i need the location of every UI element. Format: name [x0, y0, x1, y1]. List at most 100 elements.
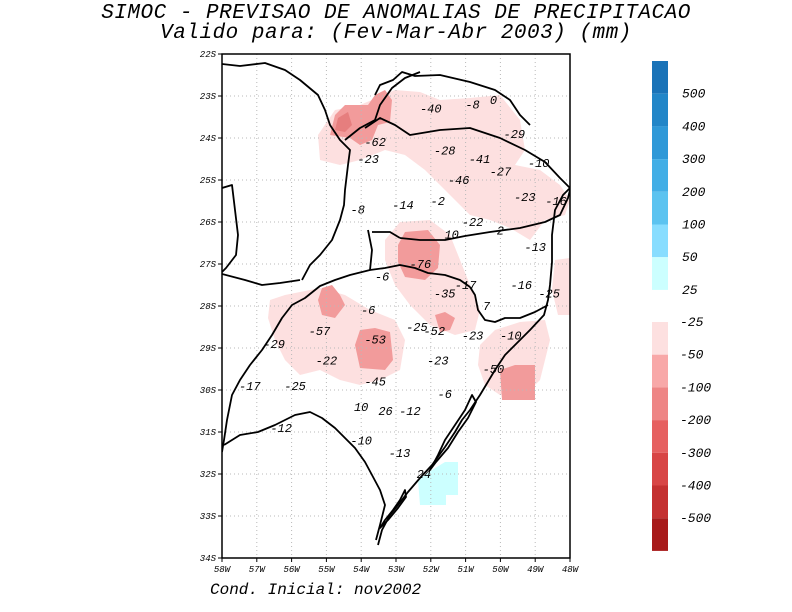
anomaly-value: -35 — [434, 287, 456, 301]
border-sao-paulo — [364, 117, 570, 189]
map-subtitle: Valido para: (Fev-Mar-Abr 2003) (mm) — [160, 22, 632, 45]
legend-swatch-positive — [652, 257, 668, 290]
lon-tick-label: 53W — [388, 565, 406, 575]
anomaly-value: -16 — [545, 195, 567, 209]
lat-tick-label: 25S — [200, 176, 217, 186]
anomaly-value: -23 — [427, 355, 449, 369]
anomaly-value: -41 — [469, 153, 491, 167]
lon-tick-label: 54W — [353, 565, 371, 575]
border-paraguay-south — [222, 273, 301, 286]
anomaly-value: -6 — [361, 304, 375, 318]
anomaly-value: 2 — [497, 224, 504, 238]
legend-label-positive: 25 — [682, 283, 698, 298]
anomaly-value: -40 — [420, 103, 442, 117]
border-argentina-paraguay — [222, 184, 239, 273]
border-misiones-east — [372, 231, 401, 239]
anomaly-value: -52 — [423, 325, 445, 339]
anomaly-labels: -40 -8 0-29-62-28-23 -41 -10-27-46-23 -16-14-… — [239, 94, 567, 482]
border-rs-sc — [469, 286, 549, 323]
lat-tick-label: 29S — [200, 344, 217, 354]
legend-swatch-positive — [652, 159, 668, 192]
anomaly-value: -8 — [465, 98, 479, 112]
legend-swatch-positive — [652, 61, 668, 94]
legend-swatch-negative — [652, 322, 668, 355]
legend-swatch-positive — [652, 224, 668, 258]
lon-tick-label: 56W — [283, 565, 301, 575]
grid — [222, 54, 570, 558]
lat-tick-label: 33S — [200, 512, 217, 522]
anomaly-value: -13 — [524, 241, 546, 255]
anomaly-value: -14 — [392, 199, 414, 213]
lon-tick-label: 55W — [318, 565, 336, 575]
legend-label-negative: -100 — [680, 380, 711, 395]
anomaly-value: -45 — [364, 376, 386, 390]
lat-tick-label: 34S — [200, 554, 217, 564]
legend-swatch-negative — [652, 387, 668, 421]
legend-swatch-positive — [652, 93, 668, 127]
neg-anomaly-core-53 — [355, 328, 393, 370]
legend-label-positive: 500 — [682, 87, 706, 102]
pos-anomaly-zone-south — [418, 462, 458, 505]
anomaly-value: -23 — [357, 153, 379, 167]
anomaly-value: -23 — [514, 191, 536, 205]
coastline-atlantic — [377, 187, 570, 546]
border-mato-grosso — [344, 71, 421, 141]
anomaly-value: -13 — [389, 447, 411, 461]
legend-label-positive: 400 — [682, 119, 706, 134]
lon-tick-label: 50W — [492, 565, 510, 575]
legend-label-negative: -300 — [680, 446, 711, 461]
initial-condition: Cond. Inicial: nov2002 — [210, 581, 422, 599]
anomaly-value: -2 — [431, 195, 445, 209]
color-legend: 500 400 300 200 100 50 25 -25 -50 -100 -200 -300 -40… — [652, 61, 711, 551]
lat-tick-label: 24S — [200, 134, 217, 144]
neg-anomaly-zone-coast — [552, 258, 570, 315]
lon-tick-label: 51W — [457, 565, 475, 575]
anomaly-value: -12 — [270, 422, 292, 436]
neg-anomaly-core-50 — [500, 365, 535, 400]
lon-tick-label: 58W — [214, 565, 232, 575]
anomaly-value: -53 — [364, 334, 386, 348]
anomaly-value: 7 — [483, 300, 491, 314]
anomaly-value: 10 — [444, 229, 458, 243]
anomaly-value: -12 — [399, 405, 421, 419]
legend-swatch-negative — [652, 518, 668, 551]
anomaly-value: -62 — [364, 136, 386, 150]
lat-tick-label: 23S — [200, 92, 217, 102]
anomaly-value: -29 — [504, 128, 526, 142]
anomaly-value: -22 — [462, 216, 484, 230]
anomaly-value: -17 — [455, 279, 477, 293]
lagoa-dos-patos — [429, 394, 477, 471]
boundaries — [222, 62, 570, 546]
border-uruguay — [223, 411, 386, 541]
lon-tick-label: 57W — [249, 565, 267, 575]
map-title: SIMOC - PREVISAO DE ANOMALIAS DE PRECIPI… — [101, 2, 691, 25]
lon-tick-label: 48W — [562, 565, 580, 575]
anomaly-value: -25 — [538, 287, 560, 301]
anomaly-value: -10 — [528, 157, 550, 171]
border-uruguay-river — [222, 269, 371, 453]
neg-anomaly-core-dark — [335, 112, 352, 132]
anomaly-value: 24 — [417, 468, 431, 482]
anomaly-value: -10 — [500, 329, 522, 343]
legend-swatch-negative — [652, 354, 668, 388]
legend-label-negative: -400 — [680, 479, 711, 494]
border-paraguay-north — [222, 62, 351, 281]
anomaly-value: -8 — [351, 203, 365, 217]
lat-tick-label: 27S — [200, 260, 217, 270]
legend-swatch-negative — [652, 485, 668, 519]
lat-tick-label: 22S — [200, 50, 217, 60]
lon-tick-label: 52W — [423, 565, 441, 575]
anomaly-value: -25 — [284, 380, 306, 394]
legend-label-positive: 300 — [682, 152, 706, 167]
anomaly-value: -6 — [375, 271, 389, 285]
lon-tick-label: 49W — [527, 565, 545, 575]
anomaly-value: -17 — [239, 380, 261, 394]
anomaly-value: -25 — [406, 321, 428, 335]
legend-label-positive: 200 — [682, 185, 706, 200]
axes: 22S23S24S25S26S27S28S29S30S31S32S33S34S5… — [200, 50, 580, 575]
anomaly-value: -28 — [434, 145, 456, 159]
anomaly-value: -22 — [316, 355, 338, 369]
anomaly-value: -6 — [438, 388, 452, 402]
lat-tick-label: 31S — [200, 428, 217, 438]
